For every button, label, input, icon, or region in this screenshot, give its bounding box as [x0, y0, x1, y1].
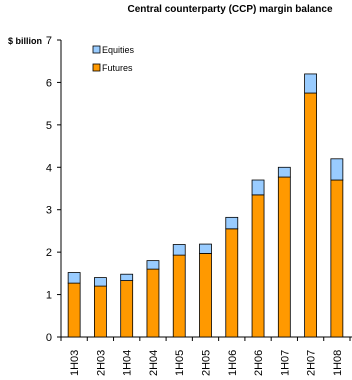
- legend-swatch-equities: [92, 45, 101, 54]
- bar-futures-2h06: [251, 194, 265, 338]
- y-tick-label: 0: [46, 332, 52, 344]
- bar-futures-2h03: [94, 285, 107, 338]
- bar-futures-2h07: [304, 92, 317, 338]
- bar-equities-1h07: [277, 166, 291, 178]
- x-tick-label: 1H08: [332, 350, 344, 376]
- plot-area: 0 1 2 3 4 5 6 7 1H03 2H03 1H04 2H04 1H05 2H05 1H06 2H06…: [46, 35, 352, 376]
- y-tick-label: 1: [46, 290, 52, 302]
- y-tick-label: 2: [46, 247, 52, 259]
- bar-futures-1h06: [225, 228, 239, 338]
- x-tick-label: 1H07: [279, 350, 291, 376]
- x-tick-label: 2H03: [95, 350, 107, 376]
- x-tick-label: 2H07: [306, 350, 318, 376]
- bar-futures-2h05: [199, 253, 212, 338]
- bar-equities-2h03: [94, 277, 107, 287]
- legend-label-equities: Equities: [102, 45, 135, 55]
- x-tick-label: 1H03: [69, 350, 81, 376]
- bar-equities-1h05: [172, 244, 186, 256]
- bar-equities-1h08: [330, 158, 344, 181]
- bar-equities-1h04: [120, 273, 134, 281]
- legend: Equities Futures: [92, 45, 135, 73]
- bar-futures-1h08: [330, 179, 344, 338]
- legend-label-futures: Futures: [102, 63, 133, 73]
- x-tick-label: 2H04: [148, 350, 160, 376]
- bar-futures-2h04: [146, 268, 160, 338]
- x-tick-label: 1H05: [174, 350, 186, 376]
- chart-title: Central counterparty (CCP) margin balanc…: [127, 4, 332, 15]
- y-tick-label: 7: [46, 35, 52, 47]
- x-tick-label: 2H05: [201, 350, 213, 376]
- y-tick-label: 3: [46, 205, 52, 217]
- legend-swatch-futures: [92, 63, 101, 72]
- y-axis-unit-label: $ billion: [8, 36, 42, 46]
- y-tick-label: 6: [46, 77, 52, 89]
- bar-equities-2h06: [251, 179, 265, 196]
- bar-equities-1h03: [67, 272, 81, 284]
- bar-equities-1h06: [225, 216, 239, 230]
- bar-equities-2h05: [199, 243, 212, 254]
- bar-equities-2h07: [304, 73, 317, 94]
- x-tick-label: 2H06: [253, 350, 265, 376]
- bar-futures-1h04: [120, 280, 134, 338]
- x-tick-label: 1H06: [227, 350, 239, 376]
- x-tick-label: 1H04: [122, 350, 134, 376]
- y-tick-label: 5: [46, 120, 52, 132]
- y-tick-label: 4: [46, 162, 52, 174]
- bar-futures-1h07: [277, 176, 291, 338]
- bar-equities-2h04: [146, 260, 160, 270]
- bar-futures-1h05: [172, 254, 186, 338]
- bar-futures-1h03: [67, 282, 81, 338]
